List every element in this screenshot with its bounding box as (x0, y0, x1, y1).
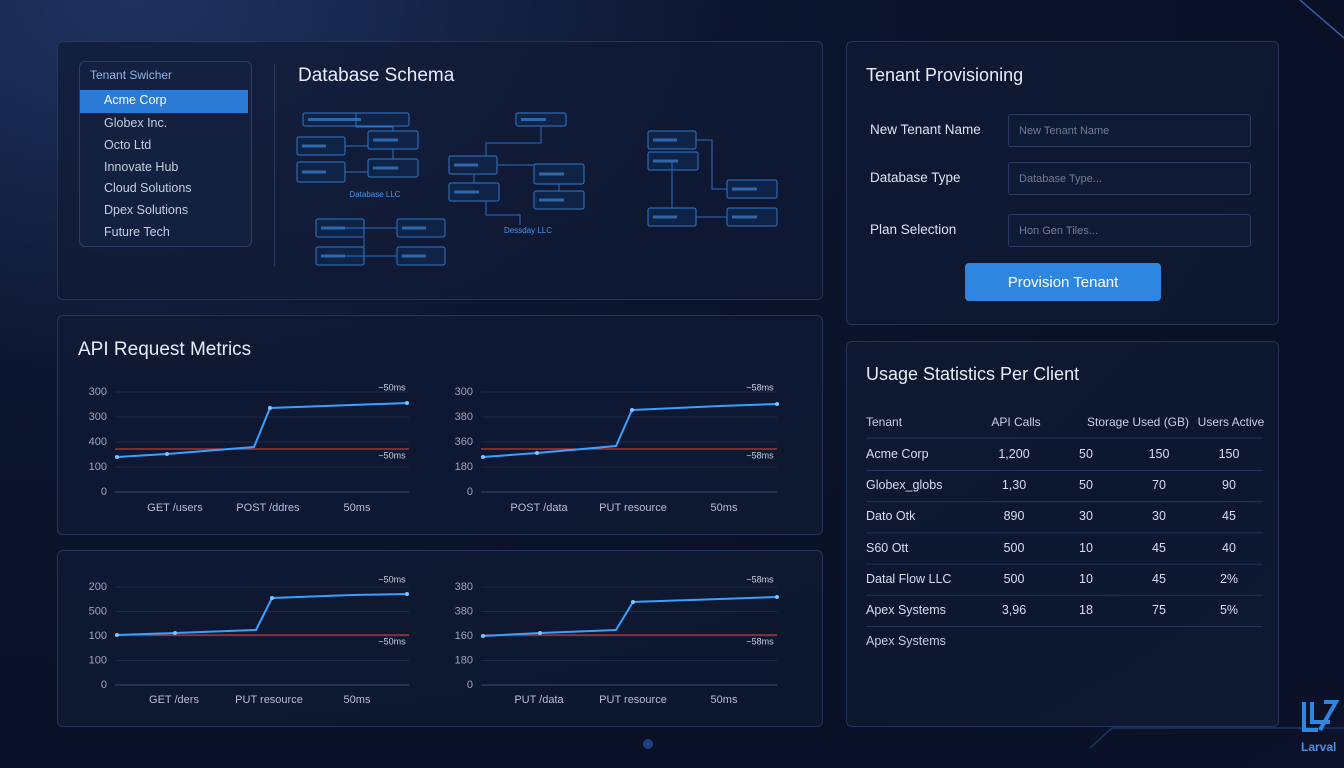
table-cell: 70 (1152, 478, 1166, 493)
column-header: Storage Used (GB) (1086, 415, 1190, 429)
tenant-item[interactable]: Innovate Hub (104, 160, 179, 174)
table-cell: 40 (1222, 540, 1236, 555)
column-header: Tenant (866, 415, 903, 429)
table-cell: 150 (1148, 447, 1170, 461)
text-input[interactable]: New Tenant Name (1008, 114, 1251, 147)
table-cell: 1,30 (1001, 478, 1027, 493)
schema-title: Database Schema (298, 65, 455, 86)
table-cell: 45 (1222, 509, 1236, 524)
table-cell: 10 (1079, 571, 1093, 586)
table-cell: 1,200 (998, 447, 1030, 461)
field-label: Database Type (870, 170, 961, 185)
table-cell: 50 (1079, 447, 1093, 461)
field-label: Plan Selection (870, 222, 957, 237)
tenant-item[interactable]: Future Tech (104, 225, 170, 239)
table-cell: Globex_globs (866, 478, 943, 493)
provision-button[interactable]: Provision Tenant (965, 263, 1161, 301)
text-input[interactable]: Hon Gen Tiles... (1008, 214, 1251, 247)
table-cell: 75 (1152, 603, 1166, 617)
table-cell: 50 (1079, 478, 1093, 493)
tenant-item[interactable]: Dpex Solutions (104, 203, 189, 217)
field-label: New Tenant Name (870, 122, 981, 137)
table-cell: 890 (1003, 509, 1025, 524)
table-cell: 500 (1003, 540, 1025, 555)
divider (274, 64, 275, 266)
table-cell: Dato Otk (866, 509, 916, 524)
metrics-panel-2 (57, 550, 823, 727)
decor-dot (643, 739, 653, 749)
usage-panel (846, 341, 1279, 727)
tenant-switcher (79, 61, 252, 247)
tenant-item[interactable]: Acme Corp (104, 93, 167, 107)
table-cell: 30 (1152, 509, 1166, 524)
table-cell: 2% (1219, 571, 1239, 586)
table-cell: 45 (1152, 571, 1166, 586)
tenant-item[interactable]: Cloud Solutions (104, 181, 192, 195)
table-cell: 3,96 (1001, 603, 1027, 617)
decor-line (1299, 0, 1344, 39)
table-cell: 10 (1079, 540, 1093, 555)
switcher-title: Tenant Swicher (90, 68, 173, 82)
decor-line (1089, 727, 1344, 749)
tenant-item[interactable]: Globex Inc. (104, 116, 168, 130)
table-cell: 500 (1003, 571, 1025, 586)
table-cell: Acme Corp (866, 447, 929, 461)
tenant-item[interactable]: Octo Ltd (104, 138, 152, 152)
table-cell: Datal Flow LLC (866, 571, 952, 586)
provisioning-title: Tenant Provisioning (866, 65, 1024, 85)
table-cell: Apex Systems (866, 603, 946, 617)
column-header: API Calls (991, 415, 1041, 429)
text-input[interactable]: Database Type... (1008, 162, 1251, 195)
logo-text: Larval (1301, 740, 1336, 754)
table-cell: 150 (1218, 447, 1240, 461)
table-cell: 45 (1152, 540, 1166, 555)
table-cell: Apex Systems (866, 634, 946, 648)
metrics-title: API Request Metrics (78, 339, 252, 360)
logo-icon (1302, 700, 1340, 732)
table-cell: 18 (1079, 603, 1093, 617)
table-cell: 90 (1222, 478, 1236, 493)
column-header: Users Active (1197, 415, 1265, 429)
selected-row (80, 90, 248, 113)
table-cell: 5% (1219, 603, 1239, 617)
usage-title: Usage Statistics Per Client (866, 364, 1080, 384)
table-cell: 30 (1079, 509, 1093, 524)
table-cell: S60 Ott (866, 540, 909, 555)
